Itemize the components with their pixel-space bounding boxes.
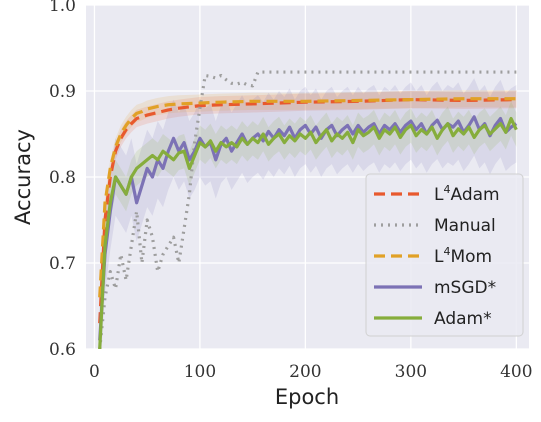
series-line-l4mom: [98, 97, 517, 298]
x-tick-label: 400: [500, 362, 532, 382]
y-tick-label: 0.6: [49, 340, 76, 360]
y-tick-label: 0.7: [49, 254, 76, 274]
x-tick-label: 200: [289, 362, 321, 382]
series-line-adam: [98, 116, 518, 349]
y-axis-label: Accuracy: [11, 129, 35, 225]
x-tick-labels: 0 100 200 300 400: [89, 362, 533, 382]
band-l4adam: [99, 91, 517, 332]
x-tick-label: 0: [89, 362, 100, 382]
legend-label-msgd: mSGD*: [434, 278, 496, 298]
legend-label-adam: Adam*: [434, 309, 492, 329]
band-adam: [99, 101, 517, 349]
legend-label-manual: Manual: [434, 216, 496, 236]
series-lines: [98, 70, 518, 349]
legend-box: [365, 173, 524, 337]
legend-label-l4adam: L4Adam: [434, 183, 500, 205]
x-tick-label: 100: [184, 362, 216, 382]
y-tick-labels: 0.6 0.7 0.8 0.9 1.0: [49, 0, 76, 360]
series-line-manual: [98, 70, 517, 349]
y-tick-label: 0.9: [49, 82, 76, 102]
legend: L4Adam Manual L4Mom mSGD* Adam*: [365, 173, 524, 337]
series-line-l4adam: [98, 97, 517, 324]
x-axis-label: Epoch: [275, 385, 339, 409]
legend-label-l4mom: L4Mom: [434, 245, 492, 267]
x-tick-label: 300: [395, 362, 427, 382]
y-tick-label: 0.8: [49, 168, 76, 188]
y-tick-label: 1.0: [49, 0, 76, 16]
